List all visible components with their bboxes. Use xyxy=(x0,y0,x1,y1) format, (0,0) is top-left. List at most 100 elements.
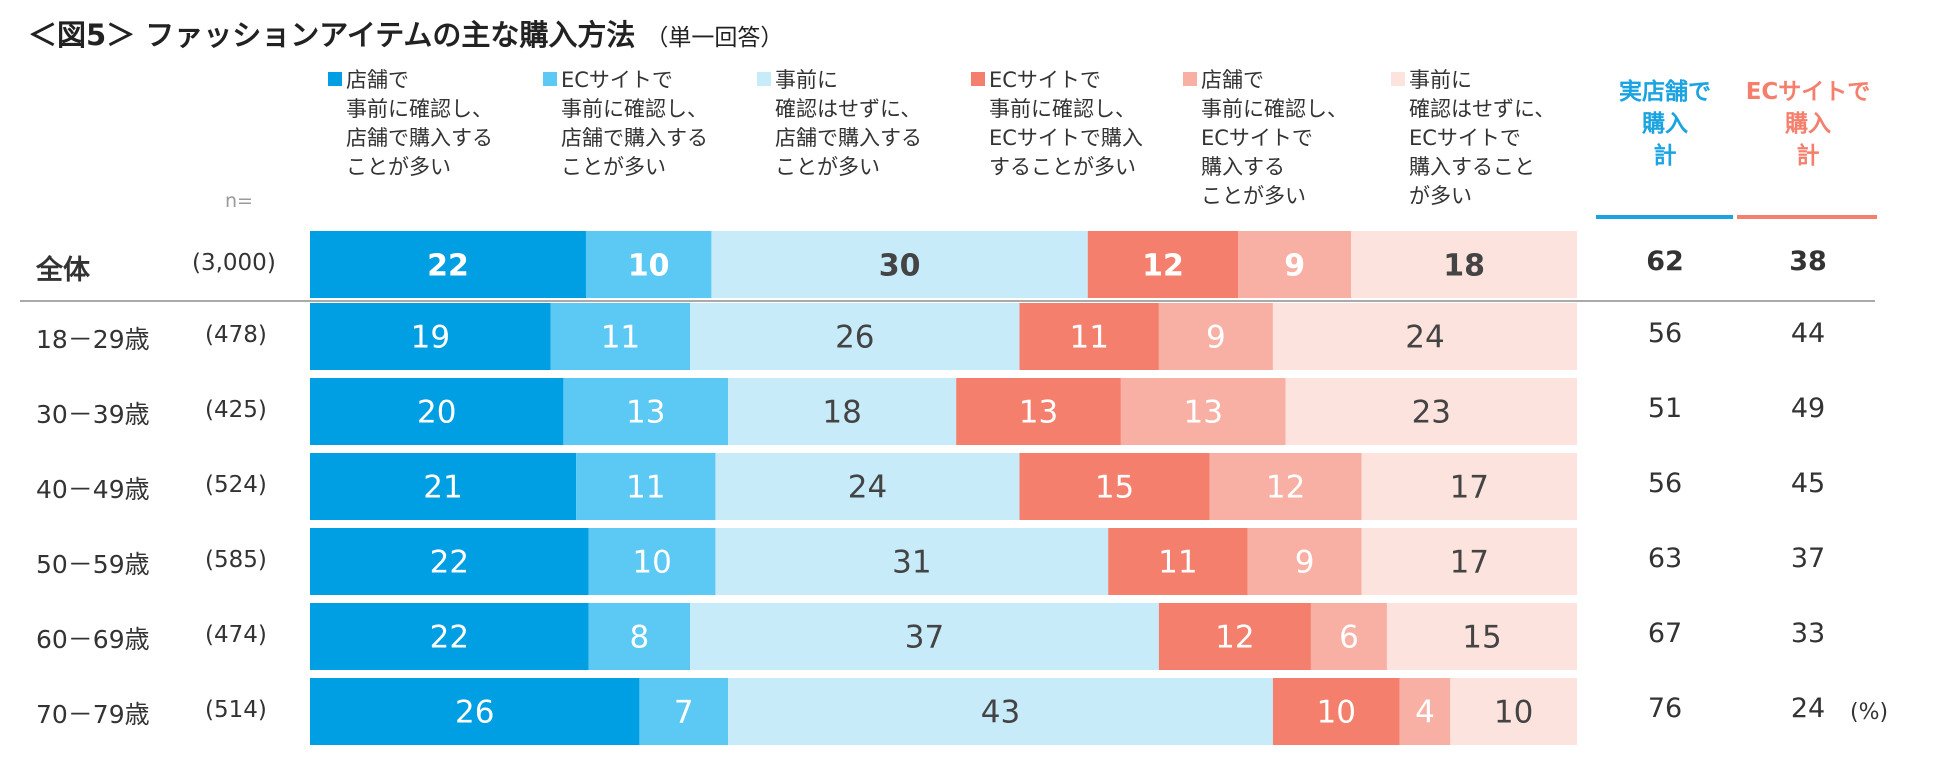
bar-value-label: 26 xyxy=(455,695,494,731)
ec-total-value: 45 xyxy=(1790,467,1826,499)
bar-value-label: 10 xyxy=(1494,695,1533,731)
store-total-value: 56 xyxy=(1647,467,1683,499)
n-label: n= xyxy=(225,190,253,212)
legend-label: 店舗で 事前に確認し、 店舗で購入する ことが多い xyxy=(346,68,493,179)
bar-value-label: 11 xyxy=(626,470,665,506)
bar-value-label: 17 xyxy=(1450,470,1489,506)
legend-label: ECサイトで 事前に確認し、 ECサイトで購入 することが多い xyxy=(989,68,1143,179)
bar-segment xyxy=(310,678,640,745)
bar-segment xyxy=(310,303,551,370)
bar-segment xyxy=(588,528,716,595)
bar-value-label: 17 xyxy=(1450,545,1489,581)
bar-value-label: 43 xyxy=(981,695,1020,731)
bar-value-label: 9 xyxy=(1295,545,1315,581)
bar-segment xyxy=(1158,603,1311,670)
bar-segment xyxy=(588,603,691,670)
bar-segment xyxy=(310,528,589,595)
divider-line xyxy=(20,300,1875,302)
bar-value-label: 12 xyxy=(1142,249,1184,284)
bar-value-label: 11 xyxy=(1158,545,1197,581)
row-label: 60－69歳 xyxy=(36,624,150,654)
row-sample-size: (3,000) xyxy=(192,249,276,276)
legend-label: 店舗で 事前に確認し、 ECサイトで 購入する ことが多い xyxy=(1201,68,1348,208)
chart-subtitle: （単一回答） xyxy=(645,25,784,51)
bar-value-label: 21 xyxy=(423,470,462,506)
bar-value-label: 12 xyxy=(1266,470,1305,506)
bar-value-label: 12 xyxy=(1215,620,1254,656)
store-total-value: 51 xyxy=(1647,392,1683,424)
bar-value-label: 6 xyxy=(1339,620,1359,656)
bar-segment xyxy=(1158,303,1273,370)
bar-value-label: 24 xyxy=(1405,320,1444,356)
store-total-underline xyxy=(1596,215,1733,219)
row-sample-size: (585) xyxy=(205,546,267,573)
bar-value-label: 10 xyxy=(1317,695,1356,731)
bar-segment xyxy=(1272,678,1400,745)
row-label: 50－59歳 xyxy=(36,549,150,579)
legend-swatch xyxy=(757,72,771,86)
bar-value-label: 22 xyxy=(430,620,469,656)
bar-value-label: 22 xyxy=(427,249,469,284)
bar-value-label: 15 xyxy=(1462,620,1501,656)
row-label: 18－29歳 xyxy=(36,324,150,354)
chart-title: ＜図5＞ ファッションアイテムの主な購入方法 （単一回答） xyxy=(28,12,783,54)
row-sample-size: (524) xyxy=(205,471,267,498)
store-total-value: 56 xyxy=(1647,317,1683,349)
bar-segment xyxy=(1019,303,1159,370)
bar-segment xyxy=(1019,453,1210,520)
ec-total-header: ECサイトで 購入 計 xyxy=(1745,79,1871,169)
bar-value-label: 31 xyxy=(892,545,931,581)
legend-label: ECサイトで 事前に確認し、 店舗で購入する ことが多い xyxy=(561,68,708,179)
bar-segment xyxy=(715,453,1020,520)
bar-value-label: 8 xyxy=(630,620,650,656)
legend-item-5: 店舗で 事前に確認し、 ECサイトで 購入する ことが多い xyxy=(1183,66,1348,211)
bar-segment xyxy=(1087,231,1239,298)
ec-total-value: 44 xyxy=(1790,317,1826,349)
row-label: 70－79歳 xyxy=(36,699,150,729)
bar-value-label: 10 xyxy=(632,545,671,581)
bar-value-label: 11 xyxy=(601,320,640,356)
bar-segment xyxy=(690,303,1020,370)
bar-value-label: 20 xyxy=(417,395,456,431)
legend-swatch xyxy=(1391,72,1405,86)
bar-segment xyxy=(1285,378,1577,445)
bar-value-label: 11 xyxy=(1069,320,1108,356)
bar-segment xyxy=(690,603,1159,670)
bar-value-label: 18 xyxy=(822,395,861,431)
legend-swatch xyxy=(543,72,557,86)
bar-segment xyxy=(310,378,564,445)
store-total-value: 62 xyxy=(1646,245,1684,277)
bar-segment xyxy=(563,378,729,445)
bar-value-label: 9 xyxy=(1206,320,1226,356)
bar-segment xyxy=(711,231,1088,298)
bar-value-label: 22 xyxy=(430,545,469,581)
bar-segment xyxy=(576,453,716,520)
bar-value-label: 13 xyxy=(1184,395,1223,431)
bar-segment xyxy=(1361,453,1577,520)
bar-segment xyxy=(1120,378,1286,445)
ec-total-underline xyxy=(1737,215,1877,219)
bar-value-label: 24 xyxy=(848,470,887,506)
bar-value-label: 19 xyxy=(411,320,450,356)
store-total-value: 76 xyxy=(1647,692,1683,724)
bar-segment xyxy=(1361,528,1577,595)
bar-segment xyxy=(550,303,691,370)
store-total-value: 67 xyxy=(1647,617,1683,649)
row-sample-size: (474) xyxy=(205,621,267,648)
bar-value-label: 30 xyxy=(879,249,921,284)
bar-segment xyxy=(1209,453,1362,520)
ec-total-value: 37 xyxy=(1790,542,1826,574)
bar-value-label: 18 xyxy=(1443,249,1485,284)
bar-value-label: 10 xyxy=(628,249,670,284)
row-label: 40－49歳 xyxy=(36,474,150,504)
legend-swatch xyxy=(1183,72,1197,86)
ec-total-value: 38 xyxy=(1789,245,1827,277)
bar-segment xyxy=(310,231,586,298)
bar-segment xyxy=(310,453,577,520)
bar-segment xyxy=(1310,603,1387,670)
bar-value-label: 23 xyxy=(1412,395,1451,431)
bar-segment xyxy=(310,603,589,670)
row-label: 全体 xyxy=(36,254,90,286)
ec-total-value: 49 xyxy=(1790,392,1826,424)
